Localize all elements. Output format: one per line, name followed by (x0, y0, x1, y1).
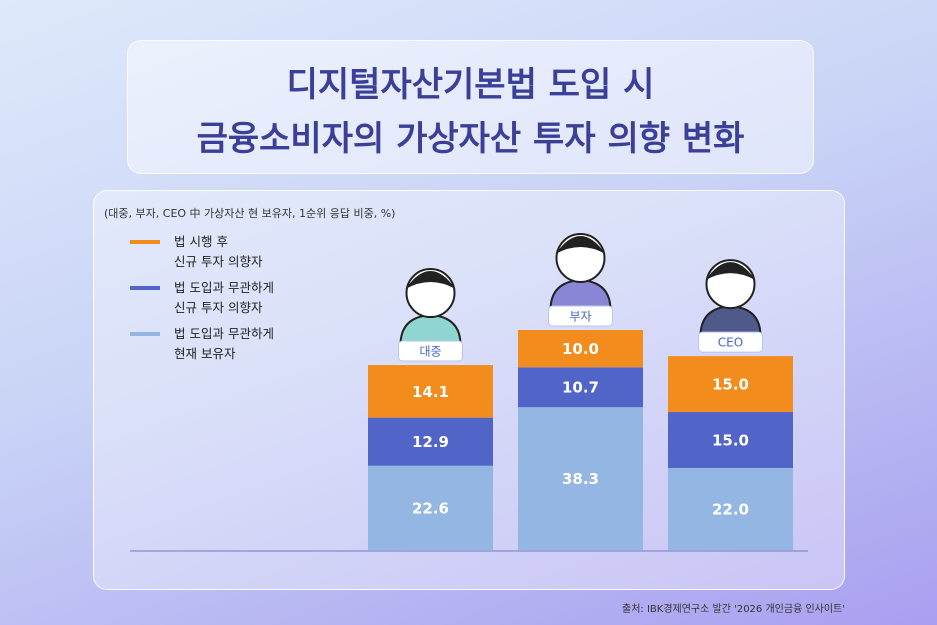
title-box: 디지털자산기본법 도입 시 금융소비자의 가상자산 투자 의향 변화 (127, 40, 814, 174)
bar-segment (368, 465, 493, 550)
legend-swatch (130, 286, 160, 290)
category-label: 부자 (569, 310, 591, 324)
legend-label: 법 시행 후 신규 투자 의향자 (174, 234, 263, 269)
category-label: CEO (718, 336, 743, 350)
legend-item: 법 도입과 무관하게 현재 보유자 (130, 324, 274, 364)
value-label: 12.9 (412, 433, 449, 451)
bar-segment (368, 365, 493, 418)
legend-item: 법 도입과 무관하게 신규 투자 의향자 (130, 278, 274, 318)
avatar-hair (405, 271, 456, 290)
legend-swatch (130, 332, 160, 336)
bar-segment (518, 330, 643, 368)
source: 출처: IBK경제연구소 발간 '2026 개인금융 인사이트' (622, 604, 845, 615)
chart-subtitle: (대중, 부자, CEO 中 가상자산 현 보유자, 1순위 응답 비중, %) (104, 207, 396, 220)
bar-segment (668, 356, 793, 413)
bar-segment (668, 467, 793, 550)
avatar-hair (555, 236, 606, 254)
bar-segment (518, 407, 643, 550)
legend-item: 법 시행 후 신규 투자 의향자 (130, 232, 262, 272)
title-line: 금융소비자의 가상자산 투자 의향 변화 (196, 119, 745, 159)
category-label: 대중 (419, 345, 441, 359)
avatar-hair (705, 262, 756, 281)
bar-segment (518, 367, 643, 408)
category-tag (698, 331, 763, 353)
bar-segment (668, 412, 793, 468)
category-tag (548, 305, 613, 327)
bar-segment (368, 417, 493, 466)
legend-swatch (130, 240, 160, 244)
value-label: 22.6 (412, 499, 449, 517)
value-label: 15.0 (712, 376, 749, 394)
value-label: 15.0 (712, 432, 749, 450)
value-label: 10.7 (562, 379, 599, 397)
value-label: 10.0 (562, 340, 599, 358)
category-tag (398, 340, 463, 362)
value-label: 22.0 (712, 500, 749, 518)
value-label: 38.3 (562, 470, 599, 488)
legend-label: 법 도입과 무관하게 신규 투자 의향자 (174, 280, 274, 315)
title-line: 디지털자산기본법 도입 시 (286, 65, 655, 105)
legend-label: 법 도입과 무관하게 현재 보유자 (174, 326, 274, 361)
value-label: 14.1 (412, 383, 449, 401)
